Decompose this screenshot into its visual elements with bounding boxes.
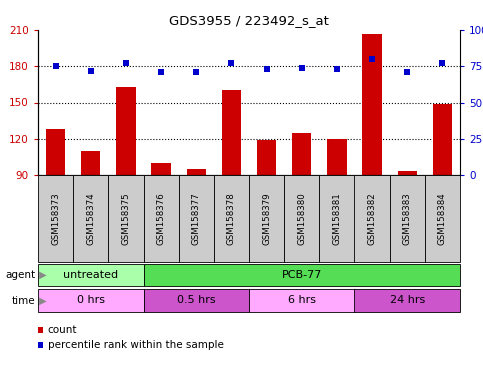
Bar	[143, 264, 460, 286]
Bar	[390, 175, 425, 262]
Text: GSM158381: GSM158381	[332, 192, 341, 245]
Point	[403, 69, 411, 75]
Text: GSM158378: GSM158378	[227, 192, 236, 245]
Point	[368, 56, 376, 62]
Text: GSM158374: GSM158374	[86, 192, 95, 245]
Bar	[355, 289, 460, 312]
Text: GSM158376: GSM158376	[156, 192, 166, 245]
Bar	[327, 139, 347, 175]
Text: GSM158375: GSM158375	[121, 192, 130, 245]
Text: percentile rank within the sample: percentile rank within the sample	[48, 339, 224, 349]
Bar	[355, 175, 390, 262]
Text: agent: agent	[5, 270, 35, 280]
Bar	[38, 289, 143, 312]
Point	[333, 66, 341, 72]
Text: count: count	[48, 325, 77, 335]
Bar	[116, 87, 136, 175]
Text: PCB-77: PCB-77	[282, 270, 322, 280]
Text: time: time	[12, 296, 35, 306]
Point	[439, 60, 446, 66]
Bar	[249, 175, 284, 262]
Bar	[108, 175, 143, 262]
Text: GSM158377: GSM158377	[192, 192, 201, 245]
Bar	[214, 175, 249, 262]
Bar	[81, 151, 100, 175]
Bar	[398, 171, 417, 175]
Bar	[292, 133, 312, 175]
Bar	[143, 289, 249, 312]
Text: GSM158383: GSM158383	[403, 192, 412, 245]
Bar	[284, 175, 319, 262]
Text: 0 hrs: 0 hrs	[77, 295, 105, 305]
Text: GSM158384: GSM158384	[438, 192, 447, 245]
Point	[52, 63, 59, 70]
Bar	[186, 169, 206, 175]
Text: 24 hrs: 24 hrs	[390, 295, 425, 305]
Point	[263, 66, 270, 72]
Bar	[179, 175, 214, 262]
Bar	[362, 34, 382, 175]
Bar	[257, 140, 276, 175]
Title: GDS3955 / 223492_s_at: GDS3955 / 223492_s_at	[169, 15, 329, 27]
Bar	[151, 163, 171, 175]
Text: GSM158380: GSM158380	[297, 192, 306, 245]
Text: ▶: ▶	[36, 270, 46, 280]
Bar	[46, 129, 65, 175]
Point	[298, 65, 306, 71]
Text: GSM158382: GSM158382	[368, 192, 377, 245]
Bar	[38, 175, 73, 262]
Point	[227, 60, 235, 66]
Point	[157, 69, 165, 75]
Text: GSM158379: GSM158379	[262, 192, 271, 245]
Bar	[73, 175, 108, 262]
Bar	[143, 175, 179, 262]
Point	[192, 69, 200, 75]
Point	[122, 60, 130, 66]
Text: untreated: untreated	[63, 270, 118, 280]
Point	[87, 68, 95, 74]
Text: GSM158373: GSM158373	[51, 192, 60, 245]
Text: 6 hrs: 6 hrs	[288, 295, 316, 305]
Bar	[38, 264, 143, 286]
Bar	[249, 289, 355, 312]
Bar	[433, 104, 452, 175]
Text: 0.5 hrs: 0.5 hrs	[177, 295, 215, 305]
Bar	[222, 90, 241, 175]
Text: ▶: ▶	[36, 296, 46, 306]
Bar	[425, 175, 460, 262]
Bar	[319, 175, 355, 262]
